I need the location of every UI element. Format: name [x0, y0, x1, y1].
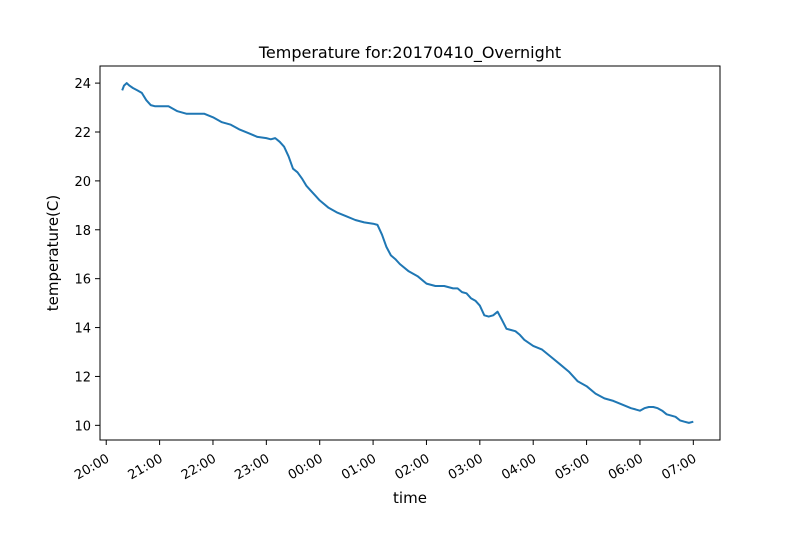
plot-area	[121, 82, 694, 424]
y-tick-label: 12	[74, 370, 91, 385]
y-tick-label: 18	[74, 224, 91, 239]
y-tick-label: 22	[74, 126, 91, 141]
x-axis-label: time	[393, 489, 427, 507]
y-tick-label: 24	[74, 77, 91, 92]
chart-title: Temperature for:20170410_Overnight	[258, 43, 561, 63]
y-tick-label: 16	[74, 273, 91, 288]
y-axis-label: temperature(C)	[44, 195, 62, 311]
y-tick-label: 10	[74, 419, 91, 434]
y-axis: 10 12 14 16 18 20 22 24	[74, 77, 100, 434]
plot-frame	[99, 65, 721, 441]
y-tick-label: 14	[74, 322, 91, 337]
y-tick-label: 20	[74, 175, 91, 190]
series-line	[121, 82, 694, 424]
